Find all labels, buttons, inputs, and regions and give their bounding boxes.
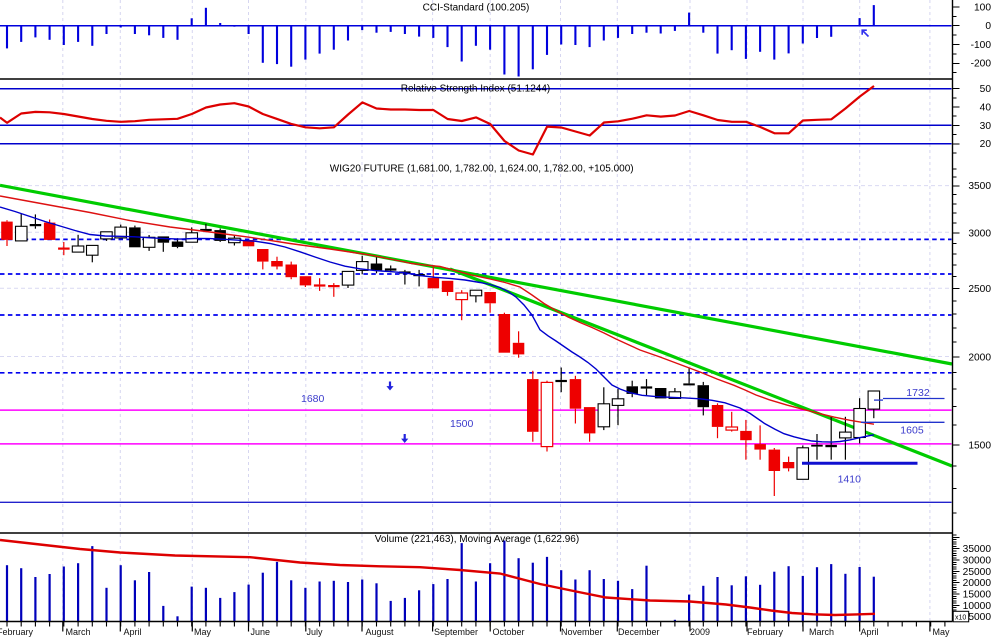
- svg-text:15000: 15000: [963, 590, 992, 601]
- svg-text:Relative Strength Index (51.12: Relative Strength Index (51.1244): [401, 84, 551, 95]
- svg-text:1605: 1605: [900, 424, 924, 436]
- svg-text:June: June: [251, 627, 271, 637]
- svg-text:2500: 2500: [968, 284, 991, 295]
- svg-text:40: 40: [980, 103, 992, 114]
- svg-text:30: 30: [980, 121, 992, 132]
- svg-text:March: March: [809, 627, 834, 637]
- svg-text:October: October: [493, 627, 525, 637]
- svg-text:3500: 3500: [968, 181, 991, 192]
- svg-text:50: 50: [980, 84, 992, 95]
- svg-text:2000: 2000: [968, 352, 991, 363]
- svg-text:May: May: [933, 627, 951, 637]
- svg-text:1732: 1732: [906, 387, 930, 399]
- svg-text:Volume (221,463), Moving Avera: Volume (221,463), Moving Average (1,622.…: [375, 534, 579, 545]
- svg-text:April: April: [861, 627, 879, 637]
- svg-text:-100: -100: [971, 40, 992, 51]
- svg-text:December: December: [618, 627, 660, 637]
- svg-text:February: February: [747, 627, 784, 637]
- svg-text:1410: 1410: [838, 473, 862, 485]
- svg-text:25000: 25000: [963, 567, 992, 578]
- svg-text:0: 0: [985, 21, 991, 32]
- svg-text:2009: 2009: [690, 627, 710, 637]
- svg-text:20000: 20000: [963, 578, 992, 589]
- svg-text:1500: 1500: [968, 440, 991, 451]
- svg-text:March: March: [66, 627, 91, 637]
- svg-text:10000: 10000: [963, 601, 992, 612]
- svg-text:-200: -200: [971, 59, 992, 70]
- svg-text:x10: x10: [955, 615, 966, 622]
- svg-text:July: July: [307, 627, 324, 637]
- svg-text:April: April: [124, 627, 142, 637]
- svg-text:30000: 30000: [963, 556, 992, 567]
- svg-text:November: November: [561, 627, 603, 637]
- svg-text:February: February: [0, 627, 34, 637]
- svg-text:WIG20 FUTURE (1,681.00, 1,782.: WIG20 FUTURE (1,681.00, 1,782.00, 1,624.…: [330, 164, 634, 175]
- svg-text:35000: 35000: [963, 544, 992, 555]
- svg-text:100: 100: [974, 2, 991, 13]
- svg-text:20: 20: [980, 139, 992, 150]
- svg-text:5000: 5000: [968, 612, 991, 623]
- svg-text:1500: 1500: [450, 418, 474, 430]
- svg-text:August: August: [366, 627, 395, 637]
- svg-text:May: May: [194, 627, 212, 637]
- svg-text:1680: 1680: [301, 393, 325, 405]
- svg-text:CCI-Standard (100.205): CCI-Standard (100.205): [423, 3, 530, 14]
- svg-text:September: September: [434, 627, 478, 637]
- svg-text:3000: 3000: [968, 228, 991, 239]
